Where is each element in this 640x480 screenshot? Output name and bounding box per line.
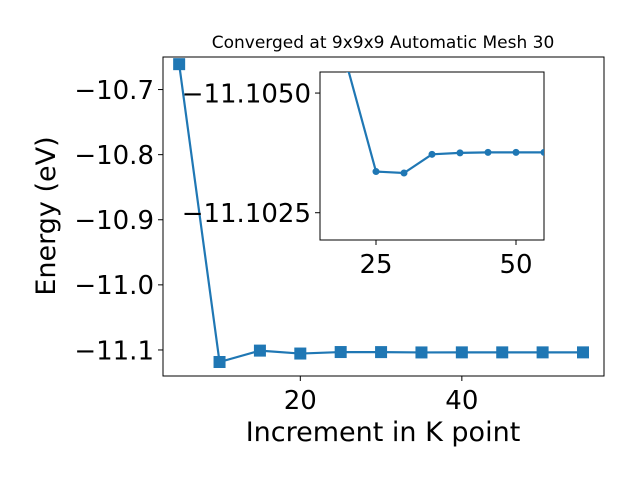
inset-x-tick-label: 25 (359, 250, 392, 280)
main-data-point (455, 346, 468, 359)
main-data-point (334, 346, 347, 359)
inset-y-tick-label: −11.1050 (182, 79, 311, 109)
inset-data-point (484, 148, 492, 156)
y-axis-label: Energy (eV) (31, 136, 62, 295)
main-data-point (415, 346, 428, 359)
main-data-point (173, 58, 186, 71)
main-data-point (536, 346, 549, 359)
main-data-point (294, 347, 307, 360)
main-data-point (213, 356, 226, 369)
inset-data-point (428, 150, 436, 158)
chart-title: Converged at 9x9x9 Automatic Mesh 30 (212, 33, 555, 53)
main-y-tick-label: −11.0 (74, 271, 154, 301)
main-y-tick-label: −11.1 (74, 336, 154, 366)
inset-data-point (346, 72, 350, 73)
main-x-tick-label: 20 (284, 386, 317, 416)
inset-data-point (540, 148, 544, 156)
inset-plot: 25 50 −11.1050 −11.1025 (182, 71, 545, 280)
inset-data-point (456, 149, 464, 157)
inset-data-point (512, 148, 520, 156)
main-data-point (375, 346, 388, 359)
main-data-point (496, 346, 509, 359)
main-data-point (577, 346, 589, 359)
main-y-tick-label: −10.9 (74, 206, 154, 236)
main-x-tick-label: 40 (445, 386, 478, 416)
inset-data-point (400, 169, 408, 177)
x-axis-label: Increment in K point (246, 417, 521, 448)
inset-series-line (347, 72, 544, 175)
inset-y-tick-label: −11.1025 (182, 199, 311, 229)
main-y-tick-label: −10.7 (74, 76, 154, 106)
main-y-tick-label: −10.8 (74, 141, 154, 171)
main-data-point (253, 344, 266, 357)
inset-data-point (372, 168, 380, 176)
inset-x-tick-label: 50 (499, 250, 532, 280)
